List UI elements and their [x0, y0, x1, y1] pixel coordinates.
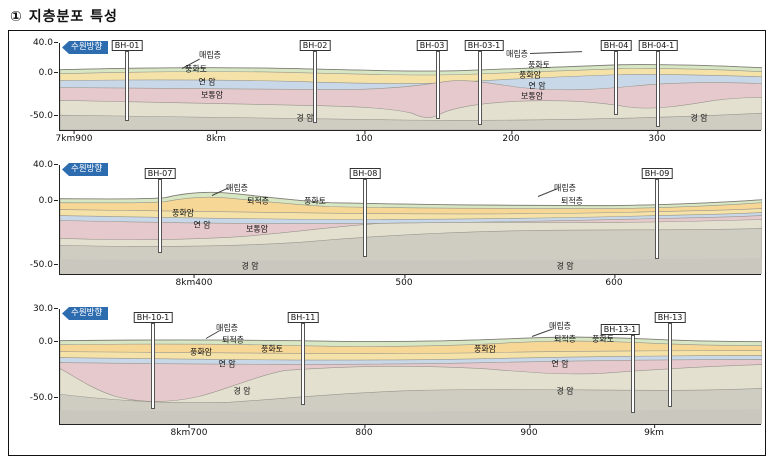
borehole-label: BH-04: [600, 40, 632, 51]
direction-badge: 수원방향: [62, 307, 109, 320]
borehole-label: BH-03: [416, 40, 448, 51]
stratum-label-weathered-soil: 풍화토: [260, 344, 284, 354]
x-axis-tick: 9km: [644, 425, 664, 438]
section-profile-2: 40.0 0.0 -50.0 수원방향: [9, 160, 765, 291]
borehole-stick: [478, 51, 482, 125]
x-axis-tick: 200: [502, 131, 520, 144]
stratum-label-fill: 매립층: [198, 50, 222, 60]
borehole-label: BH-04-1: [638, 40, 678, 51]
y-axis-tick: -50.0: [9, 393, 58, 403]
borehole-stick: [655, 179, 659, 259]
stratum-label-sediment: 퇴적층: [560, 196, 584, 206]
borehole-stick: [436, 51, 440, 119]
stratum-label-sediment: 퇴적층: [221, 335, 245, 345]
stratum-label-soft-rock: 연 암: [193, 220, 211, 230]
borehole-label: BH-10-1: [133, 312, 173, 323]
borehole-label: BH-09: [641, 168, 673, 179]
page-title: ① 지층분포 특성: [10, 9, 118, 25]
strata-drawing: [60, 191, 762, 274]
strata-drawing: [60, 64, 762, 130]
stratum-label-weathered-rock: 풍화암: [189, 347, 213, 357]
x-axis-tick: 8km700: [170, 425, 208, 438]
borehole-label: BH-03-1: [464, 40, 504, 51]
y-axis-tick: -50.0: [9, 260, 58, 270]
stratum-label-hard-rock: 경 암: [233, 386, 251, 396]
y-axis-tick: 40.0: [9, 38, 58, 48]
stratum-label-soft-rock: 연 암: [198, 77, 216, 87]
stratum-label-weathered-rock: 풍화암: [473, 344, 497, 354]
stratum-label-fill: 매립층: [548, 321, 572, 331]
stratum-label-hard-rock: 경 암: [556, 386, 574, 396]
borehole-stick: [363, 179, 367, 257]
x-axis: 8km700 800 900 9km: [59, 425, 761, 441]
cross-section-plot-2: 수원방향 BH-07 BH-08 BH-09 매립층 퇴적층: [59, 163, 762, 275]
borehole-stick: [668, 323, 672, 407]
borehole-label: BH-01: [111, 40, 143, 51]
x-axis: 7km900 8km 100 200 300: [55, 131, 761, 147]
stratum-label-fill: 매립층: [505, 49, 529, 59]
strata-drawing: [60, 336, 762, 424]
section-profile-1: 40.0 0.0 -50.0 수원방향 BH-01: [9, 38, 765, 147]
stratum-label-hard-rock: 경 암: [556, 261, 574, 271]
borehole-stick: [125, 51, 129, 121]
stratum-label-hard-rock: 경 암: [690, 113, 708, 123]
stratum-label-weathered-rock: 풍화암: [171, 208, 195, 218]
borehole-label: BH-11: [287, 312, 319, 323]
stratum-label-moderate-rock: 보통암: [520, 91, 544, 101]
y-axis-tick: 40.0: [9, 160, 58, 170]
borehole-stick: [313, 51, 317, 123]
y-axis-tick: -50.0: [9, 111, 58, 121]
y-axis-tick: 0.0: [9, 196, 58, 206]
stratum-label-weathered-rock: 풍화암: [518, 70, 542, 80]
borehole-label: BH-13: [654, 312, 686, 323]
x-axis-tick: 8km: [206, 131, 226, 144]
stratum-label-moderate-rock: 보통암: [245, 224, 269, 234]
borehole-stick: [151, 323, 155, 409]
stratum-label-soft-rock: 연 암: [528, 81, 546, 91]
y-axis-tick: 0.0: [9, 68, 58, 78]
x-axis-tick: 100: [355, 131, 373, 144]
borehole-label: BH-07: [144, 168, 176, 179]
stratum-label-weathered-soil: 풍화토: [303, 196, 327, 206]
section-profile-3: 30.0 0.0 -50.0 수원방향: [9, 304, 765, 441]
stratum-label-sediment: 퇴적층: [246, 196, 270, 206]
cross-section-plot-1: 수원방향 BH-01 BH-02 BH-03 BH-03-1: [59, 40, 762, 131]
stratum-label-sediment: 퇴적층: [553, 334, 577, 344]
borehole-stick: [301, 323, 305, 405]
x-axis-tick: 8km400: [175, 275, 213, 288]
stratum-label-hard-rock: 경 암: [296, 113, 314, 123]
x-axis-tick: 500: [395, 275, 413, 288]
x-axis-tick: 800: [355, 425, 373, 438]
borehole-stick: [158, 179, 162, 253]
borehole-stick: [631, 335, 635, 413]
direction-badge: 수원방향: [62, 41, 109, 54]
borehole-label: BH-13-1: [600, 324, 640, 335]
y-axis-tick: 30.0: [9, 304, 58, 314]
stratum-label-hard-rock: 경 암: [241, 261, 259, 271]
stratum-label-soft-rock: 연 암: [218, 359, 236, 369]
x-axis-tick: 300: [648, 131, 666, 144]
borehole-stick: [614, 51, 618, 115]
borehole-label: BH-02: [299, 40, 331, 51]
direction-badge: 수원방향: [62, 163, 109, 176]
borehole-label: BH-08: [349, 168, 381, 179]
stratum-label-weathered-soil: 풍화토: [527, 60, 551, 70]
stratum-label-soft-rock: 연 암: [551, 359, 569, 369]
stratum-label-weathered-soil: 풍화토: [591, 334, 615, 344]
x-axis-tick: 600: [605, 275, 623, 288]
stratum-label-fill: 매립층: [553, 183, 577, 193]
x-axis-tick: 900: [520, 425, 538, 438]
cross-section-plot-3: 수원방향 BH-10-1 BH-11 BH-13-1 BH-13: [59, 307, 762, 425]
y-axis-tick: 0.0: [9, 337, 58, 347]
stratum-label-fill: 매립층: [225, 183, 249, 193]
stratum-label-fill: 매립층: [215, 323, 239, 333]
borehole-stick: [656, 51, 660, 127]
x-axis-tick: 7km900: [55, 131, 93, 144]
figure-frame: 40.0 0.0 -50.0 수원방향 BH-01: [8, 30, 766, 456]
stratum-label-moderate-rock: 보통암: [200, 90, 224, 100]
stratum-label-weathered-soil: 풍화토: [184, 64, 208, 74]
x-axis: 8km400 500 600: [59, 275, 761, 291]
